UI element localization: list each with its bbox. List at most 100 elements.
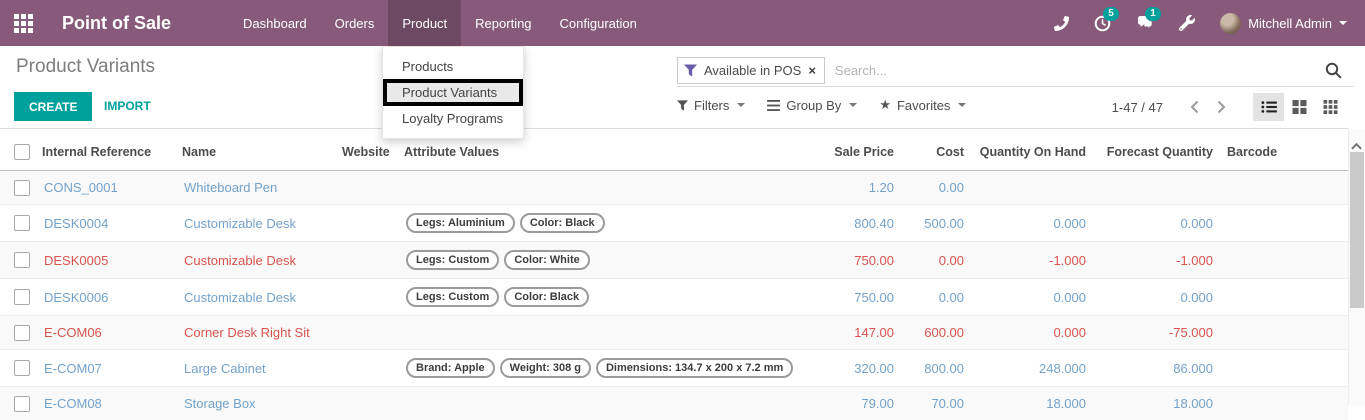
cell-name: Corner Desk Right Sit xyxy=(180,316,340,350)
header-quantity-on-hand[interactable]: Quantity On Hand xyxy=(968,129,1090,171)
cell-internal-reference: E-COM06 xyxy=(40,316,180,350)
cell-attribute-values xyxy=(402,387,798,420)
row-select-cell xyxy=(0,387,40,420)
product-dropdown-menu: Products Product Variants Loyalty Progra… xyxy=(382,46,524,139)
menu-reporting[interactable]: Reporting xyxy=(461,0,545,46)
header-name[interactable]: Name xyxy=(180,129,340,171)
cell-name: Customizable Desk xyxy=(180,242,340,279)
row-select-cell xyxy=(0,242,40,279)
cell-cost: 600.00 xyxy=(898,316,968,350)
cell-sale-price: 750.00 xyxy=(798,279,898,316)
messages-icon[interactable]: 1 xyxy=(1136,15,1154,31)
cell-forecast-quantity: 86.000 xyxy=(1090,350,1217,387)
vertical-scrollbar[interactable] xyxy=(1348,129,1365,405)
cell-name: Large Cabinet xyxy=(180,350,340,387)
favorites-button[interactable]: ★ Favorites xyxy=(879,97,966,113)
kanban-view-button[interactable] xyxy=(1284,93,1315,121)
search-bar[interactable]: Available in POS × Search... xyxy=(677,55,1354,87)
dropdown-item-loyalty-programs[interactable]: Loyalty Programs xyxy=(383,106,523,131)
menu-dashboard[interactable]: Dashboard xyxy=(229,0,321,46)
cell-sale-price: 320.00 xyxy=(798,350,898,387)
header-forecast-quantity[interactable]: Forecast Quantity xyxy=(1090,129,1217,171)
search-icon[interactable] xyxy=(1325,62,1354,79)
main-menu: Dashboard Orders Product Reporting Confi… xyxy=(229,0,651,46)
pager-cluster: 1-47 / 47 xyxy=(1112,93,1346,121)
dropdown-item-product-variants[interactable]: Product Variants xyxy=(383,79,523,106)
cell-sale-price: 147.00 xyxy=(798,316,898,350)
cell-qty-on-hand: 0.000 xyxy=(968,205,1090,242)
row-checkbox[interactable] xyxy=(14,252,30,268)
facet-remove-icon[interactable]: × xyxy=(808,64,816,77)
filter-funnel-icon xyxy=(684,64,697,77)
user-avatar xyxy=(1220,13,1241,34)
group-by-button[interactable]: Group By xyxy=(767,98,857,113)
cell-internal-reference: DESK0004 xyxy=(40,205,180,242)
attribute-badge: Color: Black xyxy=(504,287,589,307)
facet-label: Available in POS xyxy=(704,63,801,78)
search-facet: Available in POS × xyxy=(677,57,825,84)
caret-down-icon xyxy=(849,103,857,107)
phone-icon[interactable] xyxy=(1054,16,1069,31)
header-sale-price[interactable]: Sale Price xyxy=(798,129,898,171)
cell-name: Whiteboard Pen xyxy=(180,171,340,205)
row-checkbox[interactable] xyxy=(14,360,30,376)
cell-barcode xyxy=(1217,316,1348,350)
pager-next-button[interactable] xyxy=(1208,97,1235,117)
cell-internal-reference: DESK0006 xyxy=(40,279,180,316)
grid-view-button[interactable] xyxy=(1315,93,1346,121)
menu-configuration[interactable]: Configuration xyxy=(546,0,651,46)
row-checkbox[interactable] xyxy=(14,396,30,412)
import-button[interactable]: IMPORT xyxy=(98,98,157,114)
menu-orders[interactable]: Orders xyxy=(321,0,389,46)
cell-forecast-quantity: -1.000 xyxy=(1090,242,1217,279)
navbar-right-zone: 5 1 Mitchell Admin xyxy=(1054,13,1365,34)
cell-barcode xyxy=(1217,205,1348,242)
app-title[interactable]: Point of Sale xyxy=(62,13,171,34)
cell-website xyxy=(340,316,402,350)
pager-previous-button[interactable] xyxy=(1181,97,1208,117)
attribute-badge: Brand: Apple xyxy=(406,358,495,378)
list-view-button[interactable] xyxy=(1253,93,1284,121)
cell-forecast-quantity xyxy=(1090,171,1217,205)
row-checkbox[interactable] xyxy=(14,289,30,305)
row-select-cell xyxy=(0,171,40,205)
create-button[interactable]: CREATE xyxy=(14,92,92,121)
caret-down-icon xyxy=(958,103,966,107)
header-cost[interactable]: Cost xyxy=(898,129,968,171)
grid-view-icon xyxy=(1323,100,1338,114)
list-view-icon xyxy=(1261,100,1277,114)
row-checkbox[interactable] xyxy=(14,325,30,341)
apps-grid-icon xyxy=(14,14,33,33)
search-input[interactable]: Search... xyxy=(835,63,1325,78)
header-barcode[interactable]: Barcode xyxy=(1217,129,1348,171)
row-checkbox[interactable] xyxy=(14,215,30,231)
tools-icon[interactable] xyxy=(1179,15,1195,31)
cell-sale-price: 1.20 xyxy=(798,171,898,205)
cell-website xyxy=(340,387,402,420)
dropdown-item-products[interactable]: Products xyxy=(383,54,523,79)
apps-menu-button[interactable] xyxy=(0,0,46,46)
header-internal-reference[interactable]: Internal Reference xyxy=(40,129,180,171)
cell-name: Customizable Desk xyxy=(180,279,340,316)
cell-website xyxy=(340,350,402,387)
select-all-checkbox[interactable] xyxy=(14,144,30,160)
cell-cost: 500.00 xyxy=(898,205,968,242)
cell-internal-reference: E-COM07 xyxy=(40,350,180,387)
search-options-row: Filters Group By ★ Favorites xyxy=(677,97,966,113)
cell-internal-reference: DESK0005 xyxy=(40,242,180,279)
cell-attribute-values xyxy=(402,316,798,350)
user-menu[interactable]: Mitchell Admin xyxy=(1220,13,1347,34)
row-checkbox[interactable] xyxy=(14,180,30,196)
filters-button[interactable]: Filters xyxy=(677,98,745,113)
scrollbar-thumb[interactable] xyxy=(1350,152,1364,308)
menu-product[interactable]: Product xyxy=(388,0,461,46)
activities-clock-icon[interactable]: 5 xyxy=(1094,15,1111,32)
